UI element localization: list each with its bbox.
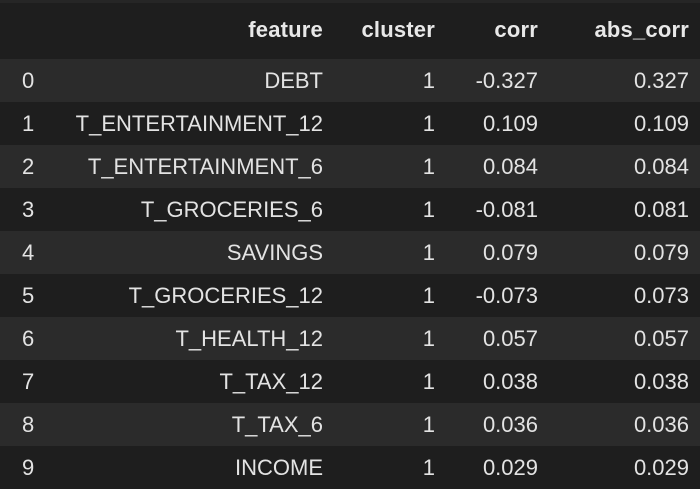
table-row: 1 T_ENTERTAINMENT_12 1 0.109 0.109 <box>0 102 700 145</box>
cell-cluster: 1 <box>422 325 435 351</box>
cell-feature: T_HEALTH_12 <box>175 325 323 351</box>
cell-cluster: 1 <box>422 196 435 222</box>
cell-abs-corr: 0.327 <box>633 67 689 93</box>
index-column-header <box>0 0 58 59</box>
cell-corr: 0.029 <box>482 454 538 480</box>
cell-cluster: 1 <box>422 411 435 437</box>
cell-cluster: 1 <box>422 67 435 93</box>
cell-corr: 0.084 <box>482 153 538 179</box>
table-row: 2 T_ENTERTAINMENT_6 1 0.084 0.084 <box>0 145 700 188</box>
row-index: 2 <box>22 153 35 179</box>
cell-corr: 0.079 <box>482 239 538 265</box>
cell-abs-corr: 0.079 <box>633 239 689 265</box>
cell-cluster: 1 <box>422 239 435 265</box>
cell-abs-corr: 0.109 <box>633 110 689 136</box>
cell-cluster: 1 <box>422 153 435 179</box>
table-header: feature cluster corr abs_corr <box>0 0 700 59</box>
row-index: 6 <box>22 325 35 351</box>
cell-abs-corr: 0.036 <box>633 411 689 437</box>
column-header-feature: feature <box>248 16 323 42</box>
table-row: 4 SAVINGS 1 0.079 0.079 <box>0 231 700 274</box>
row-index: 1 <box>22 110 35 136</box>
column-header-cluster: cluster <box>361 16 435 42</box>
row-index: 4 <box>22 239 35 265</box>
top-border <box>0 0 700 3</box>
cell-cluster: 1 <box>422 454 435 480</box>
cell-corr: -0.327 <box>475 67 538 93</box>
table-row: 0 DEBT 1 -0.327 0.327 <box>0 59 700 102</box>
cell-abs-corr: 0.057 <box>633 325 689 351</box>
table-body: 0 DEBT 1 -0.327 0.327 1 T_ENTERTAINMENT_… <box>0 59 700 489</box>
cell-feature: T_ENTERTAINMENT_6 <box>87 153 323 179</box>
cell-corr: 0.109 <box>482 110 538 136</box>
cell-cluster: 1 <box>422 110 435 136</box>
cell-feature: T_GROCERIES_12 <box>128 282 323 308</box>
cell-abs-corr: 0.084 <box>633 153 689 179</box>
cell-corr: -0.073 <box>475 282 538 308</box>
table-row: 5 T_GROCERIES_12 1 -0.073 0.073 <box>0 274 700 317</box>
cell-feature: T_ENTERTAINMENT_12 <box>75 110 323 136</box>
column-header-corr: corr <box>494 16 538 42</box>
cell-cluster: 1 <box>422 282 435 308</box>
row-index: 3 <box>22 196 35 222</box>
column-header-abs-corr: abs_corr <box>594 16 689 42</box>
row-index: 7 <box>22 368 35 394</box>
row-index: 9 <box>22 454 35 480</box>
table-row: 3 T_GROCERIES_6 1 -0.081 0.081 <box>0 188 700 231</box>
cell-feature: SAVINGS <box>226 239 323 265</box>
table-row: 6 T_HEALTH_12 1 0.057 0.057 <box>0 317 700 360</box>
cell-feature: DEBT <box>264 67 323 93</box>
cell-corr: -0.081 <box>475 196 538 222</box>
cell-feature: T_GROCERIES_6 <box>140 196 323 222</box>
table-row: 7 T_TAX_12 1 0.038 0.038 <box>0 360 700 403</box>
cell-corr: 0.057 <box>482 325 538 351</box>
cell-corr: 0.038 <box>482 368 538 394</box>
cell-feature: T_TAX_12 <box>219 368 323 394</box>
row-index: 0 <box>22 67 35 93</box>
table-row: 9 INCOME 1 0.029 0.029 <box>0 446 700 489</box>
cell-cluster: 1 <box>422 368 435 394</box>
row-index: 8 <box>22 411 35 437</box>
row-index: 5 <box>22 282 35 308</box>
cell-abs-corr: 0.081 <box>633 196 689 222</box>
cell-abs-corr: 0.038 <box>633 368 689 394</box>
cell-feature: INCOME <box>235 454 323 480</box>
header-row: feature cluster corr abs_corr <box>0 0 700 59</box>
cell-abs-corr: 0.073 <box>633 282 689 308</box>
cell-corr: 0.036 <box>482 411 538 437</box>
cell-feature: T_TAX_6 <box>231 411 323 437</box>
cell-abs-corr: 0.029 <box>633 454 689 480</box>
table-row: 8 T_TAX_6 1 0.036 0.036 <box>0 403 700 446</box>
